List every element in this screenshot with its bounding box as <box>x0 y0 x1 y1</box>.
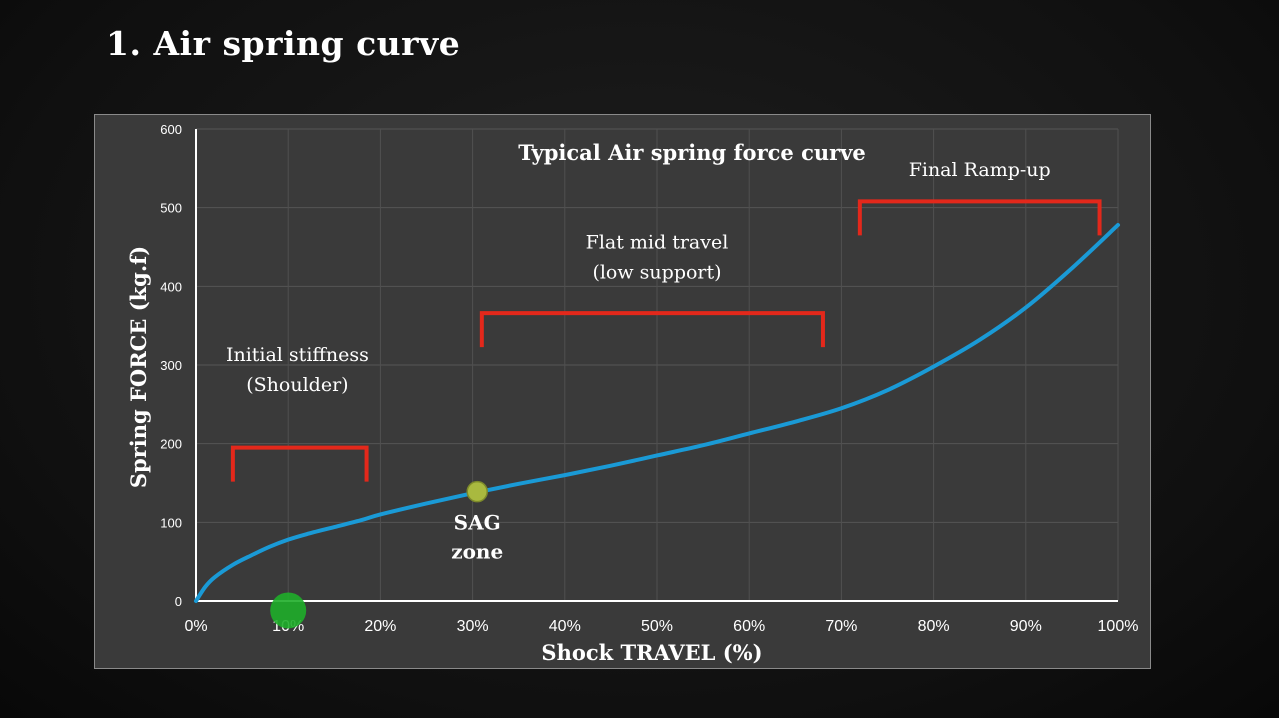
bracket-initial <box>230 445 369 482</box>
label-line: Final Ramp-up <box>909 159 1051 181</box>
y-tick-label: 400 <box>160 279 182 294</box>
x-tick-label: 100% <box>1098 618 1139 635</box>
green-position-marker <box>270 592 307 629</box>
label-line: Initial stiffness <box>226 344 369 366</box>
sag-label-line: SAG <box>454 511 501 535</box>
spring-force-curve <box>194 222 1120 603</box>
chart-panel: 01002003004005006000%10%20%30%40%50%60%7… <box>94 114 1151 669</box>
marker-layer: SAG zone <box>270 480 503 629</box>
label-line: (Shoulder) <box>246 374 348 396</box>
label-line: Flat mid travel <box>586 232 729 254</box>
y-tick-label: 0 <box>175 594 182 609</box>
label-flat: Flat mid travel (low support) <box>586 232 729 284</box>
label-line: (low support) <box>592 262 721 284</box>
label-ramp: Final Ramp-up <box>909 159 1051 181</box>
y-tick-label: 100 <box>160 515 182 530</box>
x-tick-label: 50% <box>641 618 673 635</box>
chart-title: Typical Air spring force curve <box>518 140 866 165</box>
sag-zone-label: SAG zone <box>451 511 503 564</box>
x-axis-label: Shock TRAVEL (%) <box>541 640 762 665</box>
x-tick-label: 60% <box>733 618 765 635</box>
sag-zone-marker <box>466 480 488 503</box>
y-tick-label: 600 <box>160 122 182 137</box>
bracket-flat <box>479 311 825 348</box>
x-tick-label: 30% <box>457 618 489 635</box>
sag-label-line: zone <box>451 540 503 564</box>
x-tick-label: 20% <box>364 618 396 635</box>
x-tick-label: 80% <box>918 618 950 635</box>
air-spring-chart: 01002003004005006000%10%20%30%40%50%60%7… <box>126 122 1139 665</box>
annotation-layer: Initial stiffness (Shoulder) Flat mid trav… <box>226 159 1102 482</box>
y-tick-label: 200 <box>160 437 182 452</box>
label-initial: Initial stiffness (Shoulder) <box>226 344 369 396</box>
x-tick-label: 90% <box>1010 618 1042 635</box>
y-tick-label: 300 <box>160 358 182 373</box>
y-tick-label: 500 <box>160 201 182 216</box>
bracket-ramp <box>857 199 1102 236</box>
x-tick-label: 40% <box>549 618 581 635</box>
axis-layer <box>195 129 1118 602</box>
x-tick-label: 70% <box>825 618 857 635</box>
y-axis-label: Spring FORCE (kg.f) <box>126 246 151 488</box>
x-tick-label: 0% <box>184 618 207 635</box>
slide-title: 1. Air spring curve <box>106 24 461 63</box>
series-layer <box>194 222 1120 603</box>
